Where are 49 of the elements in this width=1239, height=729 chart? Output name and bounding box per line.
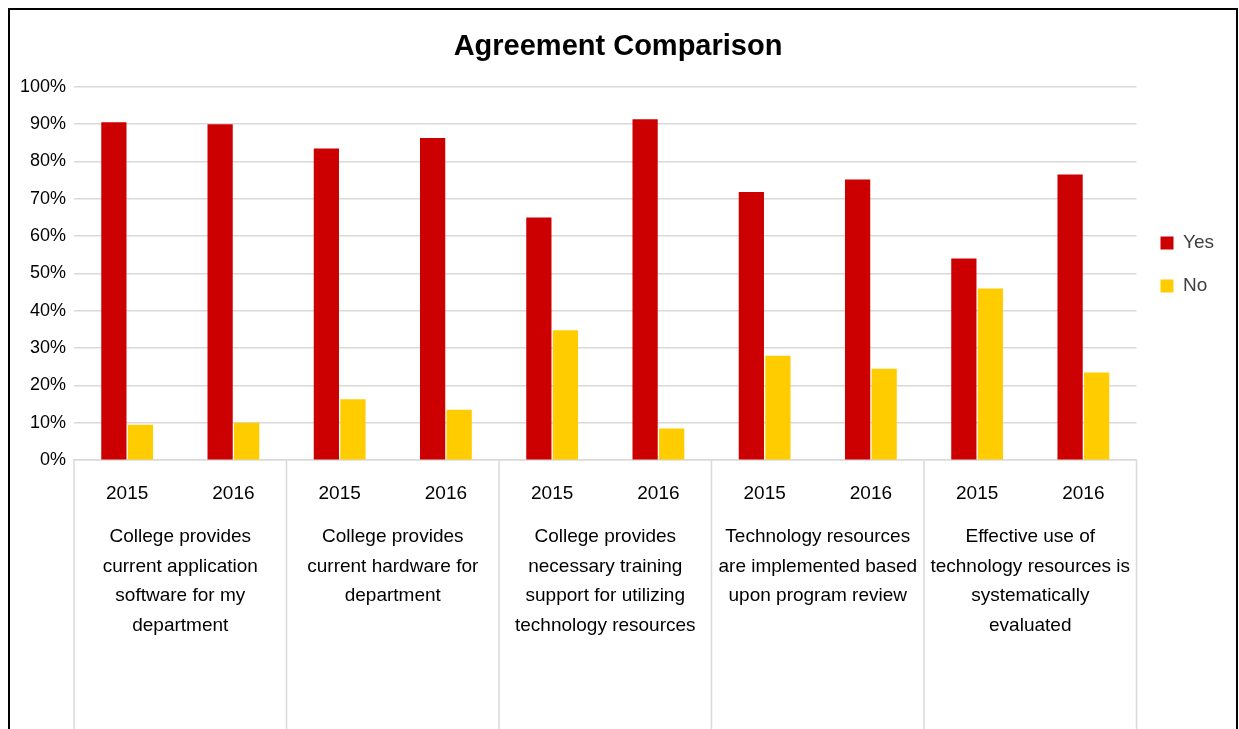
bar bbox=[738, 192, 764, 460]
y-tick-label: 20% bbox=[30, 374, 67, 395]
x-tick-label: 2016 bbox=[424, 481, 468, 503]
y-tick-label: 30% bbox=[30, 337, 67, 358]
bar bbox=[101, 122, 127, 460]
bar bbox=[552, 330, 579, 460]
bar bbox=[340, 399, 366, 460]
x-tick-label: 2015 bbox=[743, 481, 786, 503]
x-tick-label: 2016 bbox=[212, 481, 255, 503]
bar bbox=[234, 422, 260, 460]
x-tick-label: 2016 bbox=[637, 481, 680, 503]
bar bbox=[632, 119, 658, 460]
text: Technology resources are implemented based upon program review bbox=[718, 525, 918, 606]
bar bbox=[951, 258, 977, 460]
x-tick-label: 2015 bbox=[106, 481, 149, 503]
y-tick-label: 10% bbox=[30, 411, 67, 432]
y-tick-label: 100% bbox=[19, 75, 67, 96]
legend-label: No bbox=[1183, 274, 1208, 296]
text: Effective use of technology resources is systematically evaluated bbox=[930, 525, 1131, 635]
x-tick-label: 2015 bbox=[955, 481, 999, 503]
bar bbox=[420, 137, 446, 460]
x-tick-label: 2015 bbox=[318, 481, 361, 503]
text: College provides necessary training support for utilizing technology resources bbox=[514, 525, 696, 635]
text: College provides current application software for my department bbox=[102, 525, 258, 635]
y-tick-label: 90% bbox=[30, 113, 67, 134]
chart-title: Agreement Comparison bbox=[453, 29, 783, 62]
bar bbox=[844, 179, 871, 460]
bar bbox=[526, 217, 552, 460]
bar bbox=[1057, 174, 1083, 460]
bar bbox=[765, 355, 791, 460]
x-tick-label: 2016 bbox=[1062, 481, 1105, 503]
bar bbox=[446, 409, 472, 460]
bar bbox=[1084, 372, 1110, 460]
bar bbox=[313, 148, 339, 460]
y-tick-label: 60% bbox=[30, 225, 67, 246]
x-tick-label: 2015 bbox=[531, 481, 574, 503]
y-tick-label: 40% bbox=[30, 299, 67, 320]
bar bbox=[207, 124, 233, 460]
text: College provides current hardware for department bbox=[307, 525, 479, 606]
x-tick-label: 2016 bbox=[849, 481, 893, 503]
y-tick-label: 80% bbox=[30, 150, 67, 171]
bar bbox=[659, 428, 685, 460]
legend-label: Yes bbox=[1183, 231, 1214, 253]
bar bbox=[871, 368, 897, 460]
y-tick-label: 70% bbox=[30, 187, 67, 208]
bar bbox=[127, 424, 154, 460]
y-tick-label: 50% bbox=[30, 262, 67, 283]
bar bbox=[977, 288, 1004, 460]
y-tick-label: 0% bbox=[40, 449, 67, 470]
